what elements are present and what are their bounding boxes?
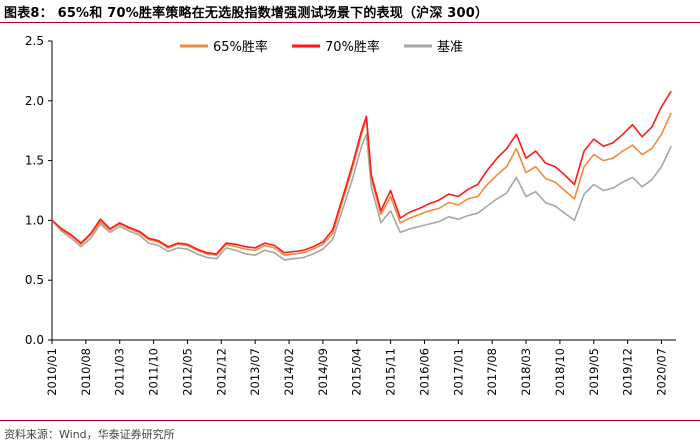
series-line-2	[51, 133, 672, 261]
x-tick-label: 2012/05	[180, 348, 194, 396]
y-tick-label: 1.5	[25, 154, 44, 168]
x-tick-label: 2018/03	[519, 348, 533, 396]
y-tick-label: 0.5	[25, 273, 44, 287]
series-lines	[51, 90, 672, 261]
x-tick-label: 2015/04	[350, 348, 364, 396]
legend-label-2: 基准	[437, 40, 463, 55]
x-tick-label: 2016/06	[417, 348, 431, 396]
x-tick-label: 2018/10	[553, 348, 567, 396]
x-tick-label: 2015/11	[384, 348, 398, 396]
y-tick-label: 2.5	[25, 34, 44, 48]
x-tick-label: 2014/02	[282, 348, 296, 396]
x-tick-label: 2010/01	[45, 348, 59, 396]
y-tick-label: 1.0	[25, 213, 44, 227]
x-tick-label: 2013/07	[248, 348, 262, 396]
legend-label-0: 65%胜率	[213, 39, 268, 55]
x-tick-label: 2017/01	[451, 348, 465, 396]
x-tick-label: 2014/09	[316, 348, 330, 396]
x-tick-label: 2011/03	[113, 348, 127, 396]
series-line-1	[51, 90, 672, 255]
legend-label-1: 70%胜率	[325, 39, 380, 55]
x-tick-label: 2017/08	[485, 348, 499, 396]
x-tick-label: 2019/12	[621, 348, 635, 396]
source-note: 资料来源：Wind，华泰证券研究所	[4, 428, 175, 441]
x-tick-label: 2020/07	[654, 348, 668, 396]
x-tick-label: 2019/05	[587, 348, 601, 396]
x-tick-label: 2011/10	[147, 348, 161, 396]
legend: 65%胜率 70%胜率 基准	[180, 39, 463, 55]
x-tick-label: 2012/12	[214, 348, 228, 396]
chart-area: 0.0 0.5 1.0 1.5 2.0 2.5 2010/01 2010/08 2011/03 2…	[0, 22, 700, 420]
figure-footer: 资料来源：Wind，华泰证券研究所	[0, 420, 700, 445]
y-tick-label: 0.0	[25, 333, 44, 347]
x-tick-label: 2010/08	[79, 348, 93, 396]
figure-title: 图表8： 65%和 70%胜率策略在无选股指数增强测试场景下的表现（沪深 300…	[4, 6, 489, 21]
y-tick-label: 2.0	[25, 94, 44, 108]
line-chart: 0.0 0.5 1.0 1.5 2.0 2.5 2010/01 2010/08 2011/03 2…	[25, 34, 676, 396]
axes: 0.0 0.5 1.0 1.5 2.0 2.5 2010/01 2010/08 2011/03 2…	[25, 34, 676, 396]
figure-header: 图表8： 65%和 70%胜率策略在无选股指数增强测试场景下的表现（沪深 300…	[0, 0, 700, 23]
series-line-0	[51, 112, 672, 256]
